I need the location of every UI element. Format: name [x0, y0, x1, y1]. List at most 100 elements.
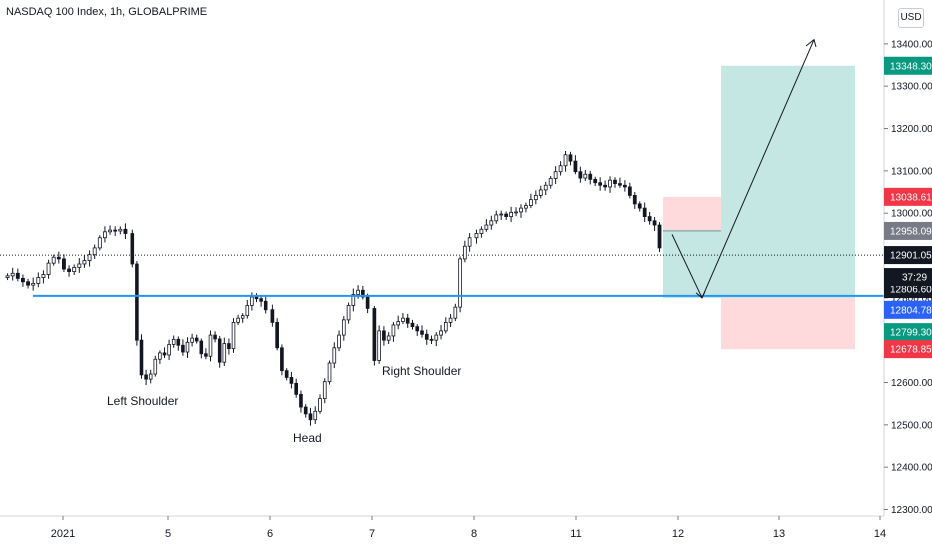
candle — [103, 226, 107, 243]
price-tick-label: 12800.00 — [891, 293, 932, 304]
price-tick-label: 12500.00 — [891, 420, 932, 431]
candle-body — [365, 296, 370, 309]
candle — [15, 268, 20, 282]
candle — [72, 264, 77, 275]
candle-body — [92, 247, 97, 256]
candle-body — [308, 413, 313, 421]
candle-body — [448, 317, 453, 323]
candle-body — [627, 186, 632, 196]
candle-body — [361, 289, 365, 298]
candle-body — [410, 322, 415, 328]
candle — [563, 150, 568, 172]
candle-body — [613, 179, 617, 184]
candle — [113, 226, 118, 237]
candle-body — [162, 352, 167, 356]
candle — [463, 240, 467, 263]
candle — [171, 335, 176, 348]
candle — [194, 334, 199, 344]
price-tag-box — [884, 340, 932, 359]
candle-body — [573, 160, 578, 173]
candle-body — [62, 258, 66, 270]
candle-body — [346, 305, 351, 321]
candle-body — [204, 353, 208, 357]
candle-body — [250, 296, 254, 306]
candle — [108, 225, 113, 235]
candle-body — [443, 322, 448, 332]
candle-body — [181, 344, 185, 353]
candle — [313, 406, 318, 424]
price-tag: 12901.05 — [884, 246, 932, 265]
candle — [5, 273, 10, 281]
candle — [130, 229, 135, 268]
time-tick-label: 14 — [874, 528, 886, 540]
candle-body — [391, 324, 396, 337]
candle-body — [280, 347, 284, 372]
candle-body — [254, 296, 259, 300]
candle — [652, 216, 657, 231]
candle — [36, 272, 41, 288]
candle — [56, 251, 61, 264]
candle-body — [647, 216, 652, 222]
price-tick-label: 12300.00 — [891, 505, 932, 516]
candle-body — [415, 326, 420, 332]
candle — [208, 330, 213, 362]
candle — [204, 348, 208, 360]
candle-body — [434, 334, 439, 341]
candle — [548, 175, 553, 189]
candle-body — [623, 184, 627, 188]
candle-body — [603, 184, 607, 188]
candle — [386, 332, 391, 344]
candle-body — [479, 228, 484, 234]
candle — [308, 407, 313, 426]
candle-body — [227, 343, 231, 350]
candle — [529, 193, 533, 209]
time-tick-label: 6 — [267, 528, 273, 540]
price-tick-label: 13000.00 — [891, 209, 932, 220]
candle — [62, 254, 66, 273]
candle — [303, 404, 308, 418]
candle-body — [558, 165, 563, 173]
candle — [632, 192, 637, 209]
candle — [294, 378, 299, 398]
candle — [227, 338, 231, 355]
candle — [299, 390, 303, 413]
candle — [217, 335, 222, 368]
candle — [593, 176, 598, 187]
price-tag-label: 12804.78 — [890, 305, 932, 316]
candle-body — [396, 321, 401, 326]
candle — [361, 285, 365, 300]
currency-selector[interactable]: USD — [898, 8, 924, 28]
candle-body — [341, 319, 346, 336]
candle — [434, 332, 439, 347]
candle — [222, 337, 227, 367]
price-tag: 13348.30 — [884, 56, 932, 75]
candle — [583, 170, 588, 182]
candle-body — [82, 260, 87, 265]
candle-body — [519, 207, 523, 213]
candle-body — [514, 211, 518, 214]
candle — [167, 339, 171, 361]
candle-body — [199, 340, 204, 355]
candle-body — [41, 274, 46, 278]
candle — [405, 313, 410, 328]
candle-body — [284, 370, 289, 378]
candle-body — [275, 322, 279, 349]
candle-body — [231, 322, 236, 350]
candle-body — [637, 203, 642, 209]
candle-body — [245, 305, 250, 317]
candle-body — [113, 229, 118, 232]
candle-body — [108, 229, 113, 233]
candle — [190, 333, 194, 347]
candle-body — [139, 339, 144, 376]
candle — [82, 255, 87, 268]
price-tag-box — [884, 323, 932, 342]
candle-body — [405, 317, 410, 324]
price-tag-label: 12806.60 — [890, 285, 932, 296]
candle-body — [583, 173, 588, 179]
long-stop-zone — [721, 298, 855, 350]
candle-body — [67, 268, 72, 273]
candle-body — [533, 195, 538, 201]
candle — [341, 316, 346, 341]
candle — [484, 219, 489, 232]
